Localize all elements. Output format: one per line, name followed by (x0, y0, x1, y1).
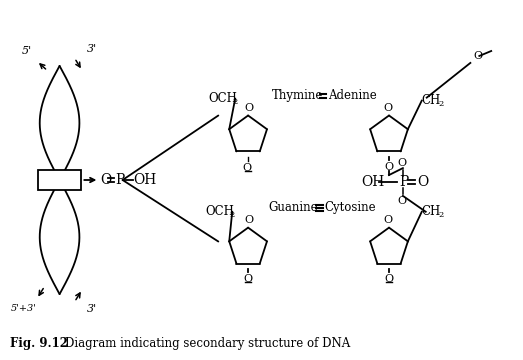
Text: O: O (383, 103, 393, 113)
Text: O: O (243, 163, 252, 173)
Text: O: O (397, 158, 406, 168)
Text: OH: OH (361, 175, 384, 189)
Text: 2: 2 (439, 100, 444, 108)
Text: 2: 2 (232, 98, 237, 105)
Text: O: O (245, 103, 254, 113)
Text: O: O (383, 215, 393, 225)
Text: Diagram indicating secondary structure of DNA: Diagram indicating secondary structure o… (64, 337, 350, 350)
Text: OCH: OCH (206, 205, 234, 218)
Text: P: P (116, 173, 125, 187)
Text: Cytosine: Cytosine (324, 201, 376, 214)
Text: CH: CH (422, 94, 441, 107)
Text: Guanine: Guanine (268, 201, 317, 214)
Text: 3': 3' (87, 304, 97, 314)
Text: 5': 5' (22, 46, 32, 56)
Text: 2: 2 (229, 211, 234, 219)
Bar (38, 170, 82, 190)
Text: O: O (397, 196, 406, 206)
Text: O: O (473, 51, 483, 61)
Text: CH: CH (422, 205, 441, 218)
Text: OCH: OCH (208, 92, 237, 105)
Text: O: O (384, 274, 394, 284)
Text: OH: OH (133, 173, 157, 187)
Text: O: O (245, 215, 254, 225)
Text: Fig. 9.12: Fig. 9.12 (10, 337, 68, 350)
Text: 5'+3': 5'+3' (11, 304, 37, 313)
Text: P: P (399, 175, 408, 189)
Text: Thymine: Thymine (272, 89, 323, 102)
Text: 3': 3' (87, 44, 97, 54)
Text: 2: 2 (439, 211, 444, 219)
Text: O: O (384, 162, 394, 172)
Text: O: O (100, 173, 111, 187)
Text: Adenine: Adenine (328, 89, 377, 102)
Text: O: O (244, 274, 253, 284)
Text: O: O (417, 175, 428, 189)
